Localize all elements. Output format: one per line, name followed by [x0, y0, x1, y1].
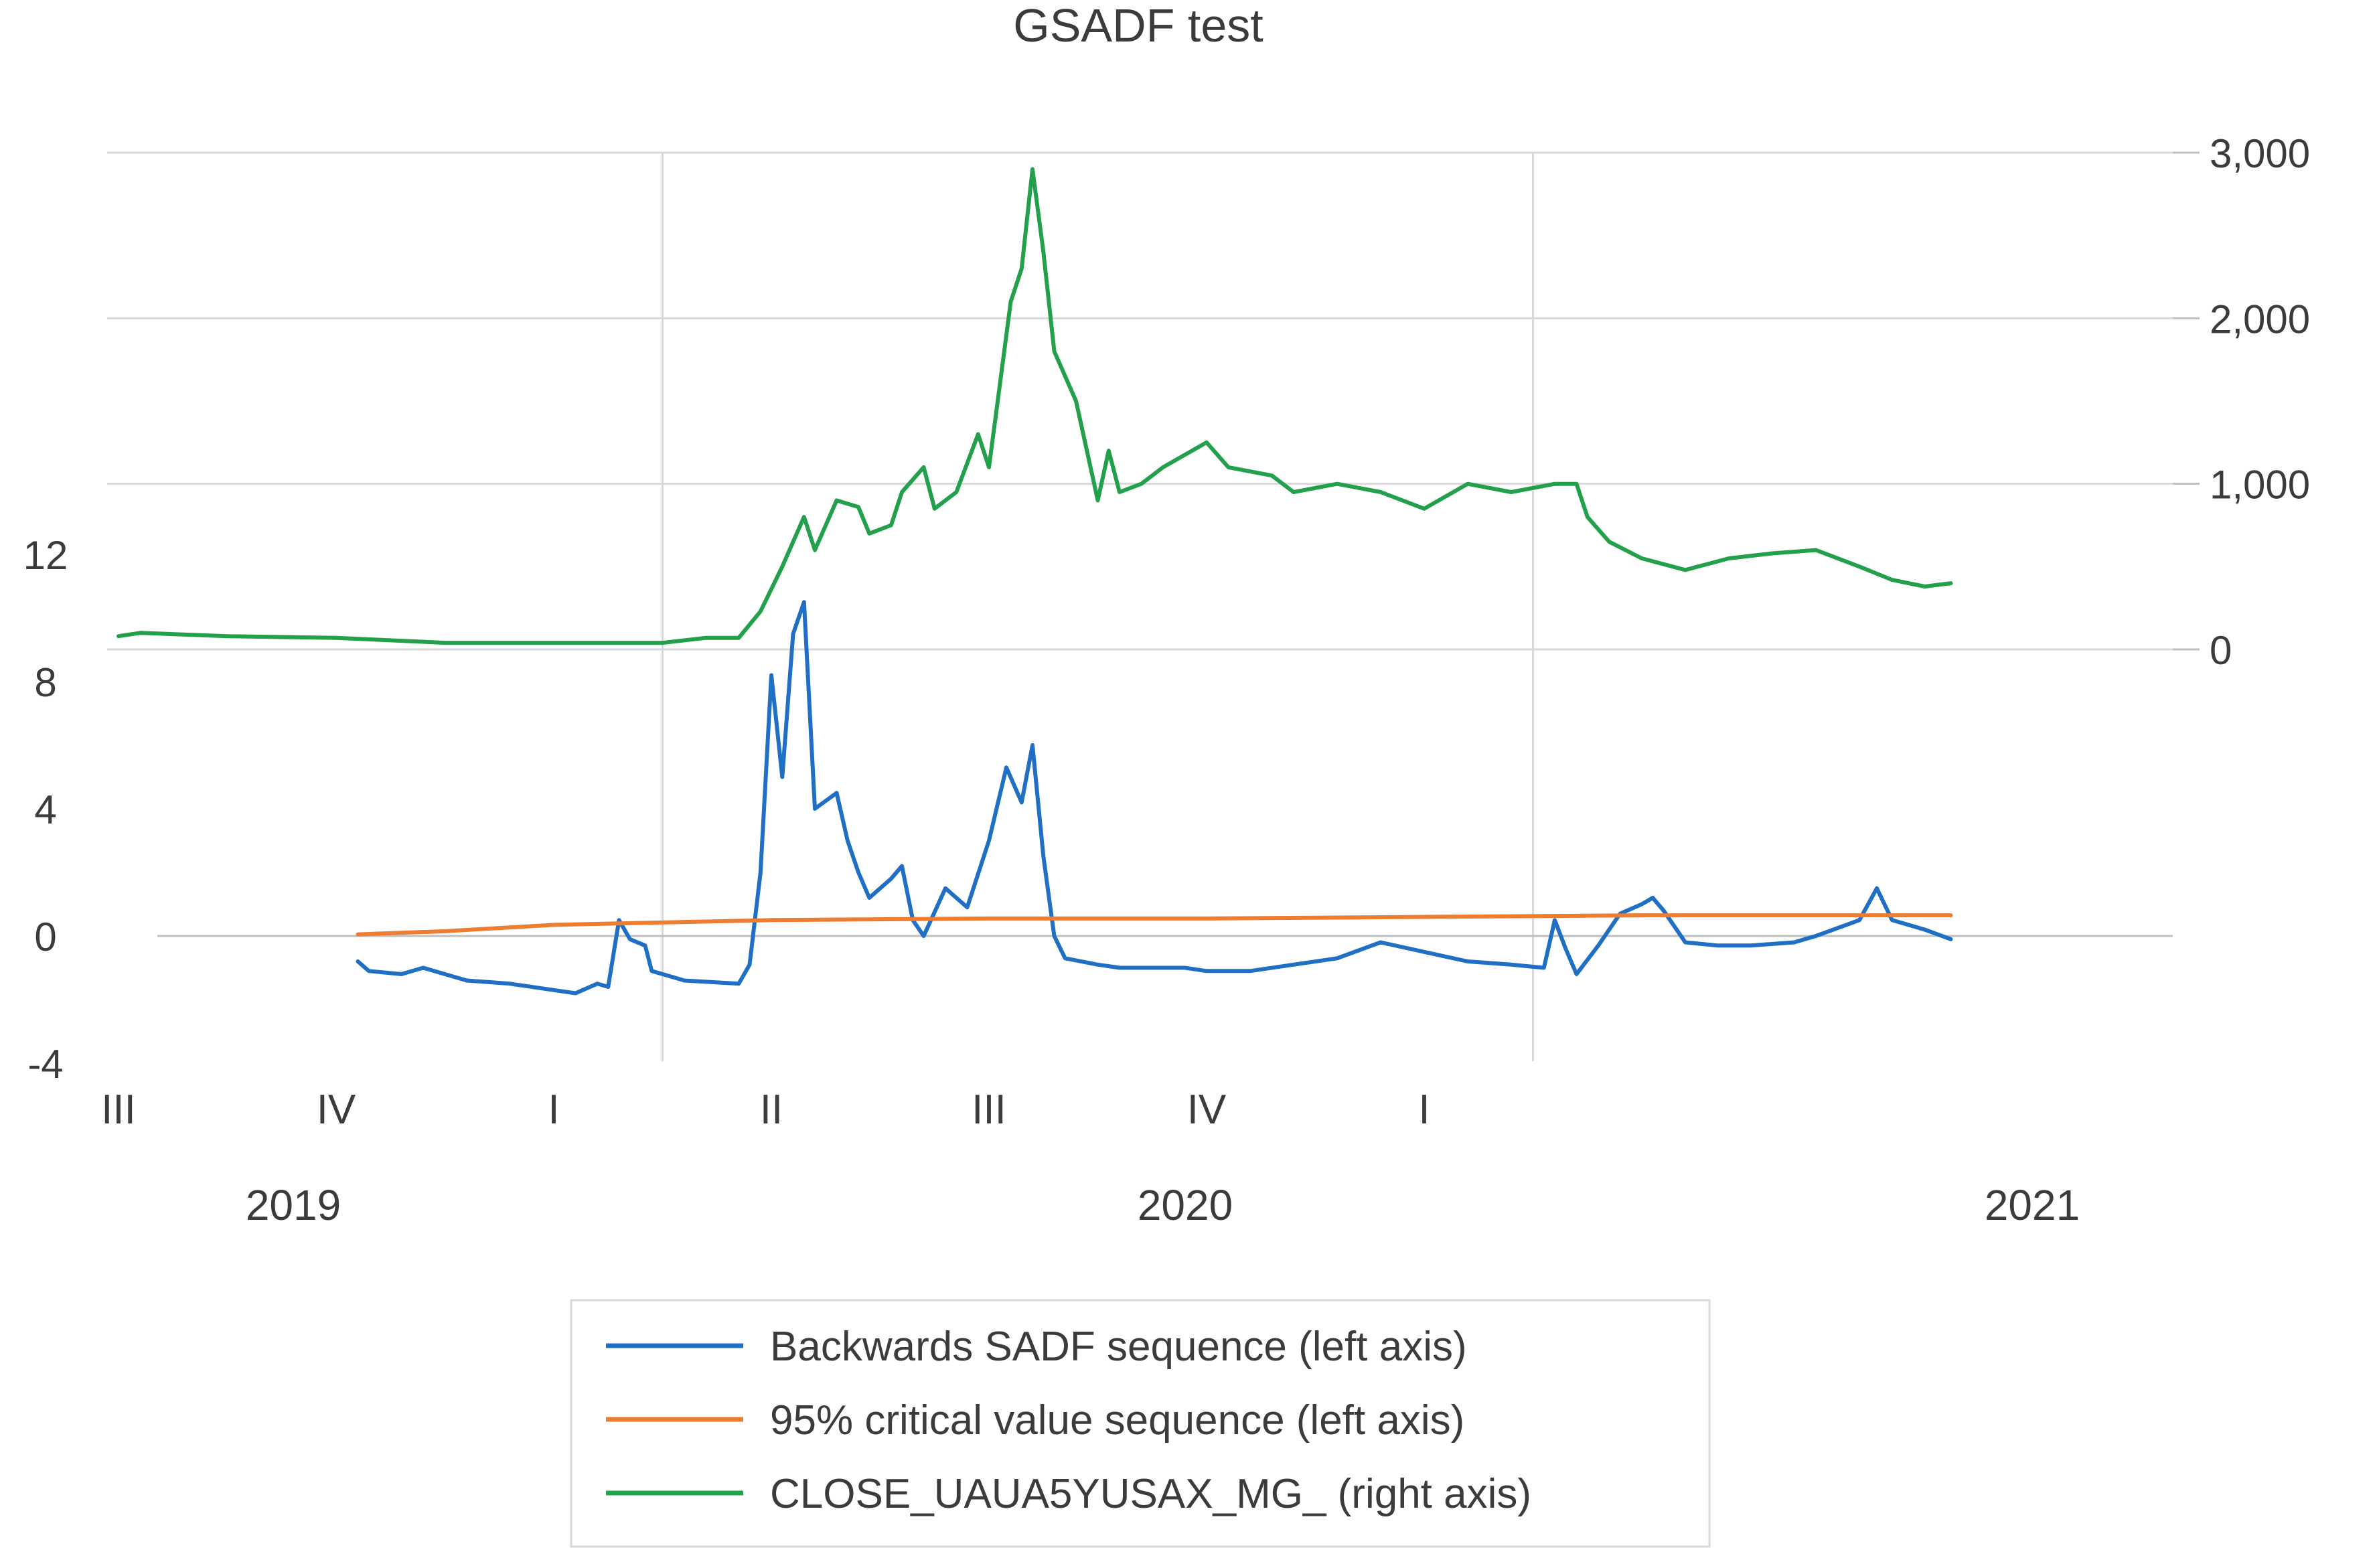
legend-label: Backwards SADF sequence (left axis) [770, 1324, 1467, 1370]
series-line-3 [117, 167, 1953, 645]
legend-label: 95% critical value sequence (left axis) [770, 1397, 1464, 1443]
year-label: 2019 [246, 1181, 341, 1229]
right-tick-label: 2,000 [2210, 297, 2310, 341]
series-line-2 [356, 913, 1953, 937]
legend: Backwards SADF sequence (left axis) 95% c… [570, 1299, 1711, 1548]
quarter-label: IV [1187, 1087, 1227, 1133]
quarter-label: I [1418, 1087, 1430, 1133]
quarter-label: IV [317, 1087, 356, 1133]
right-tick-label: 0 [2210, 628, 2232, 673]
quarter-label: III [101, 1087, 136, 1133]
left-axis: -4 0 4 8 12 [23, 533, 68, 1087]
left-tick-label: 0 [34, 915, 56, 959]
legend-box [570, 1299, 1711, 1548]
year-label: 2021 [1985, 1181, 2080, 1229]
series-line-1 [356, 600, 1953, 996]
right-axis: 0 1,000 2,000 3,000 [2173, 131, 2310, 673]
year-label: 2020 [1138, 1181, 1233, 1229]
chart-title: GSADF test [1013, 0, 1263, 52]
right-tick-label: 1,000 [2210, 463, 2310, 507]
quarter-label: III [972, 1087, 1006, 1133]
left-tick-label: -4 [27, 1042, 63, 1087]
grid-lines [107, 151, 2173, 1061]
legend-label: CLOSE_UAUA5YUSAX_MG_ (right axis) [770, 1471, 1531, 1517]
left-tick-label: 12 [23, 533, 68, 578]
left-tick-label: 4 [34, 787, 56, 832]
quarter-label: I [548, 1087, 559, 1133]
right-tick-label: 3,000 [2210, 131, 2310, 176]
series-layer [117, 167, 1953, 996]
left-tick-label: 8 [34, 660, 56, 705]
quarter-label: II [760, 1087, 783, 1133]
